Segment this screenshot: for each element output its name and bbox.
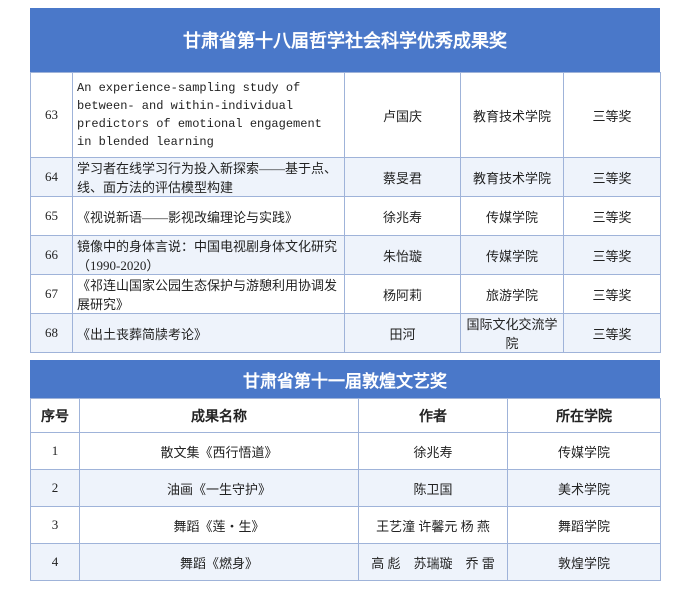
table-cell: 高 彪 苏瑞璇 乔 雷 <box>358 543 508 581</box>
table-cell: 三等奖 <box>563 157 661 197</box>
table-row: 1 散文集《西行悟道》 徐兆寿 传媒学院 <box>30 432 661 470</box>
table-cell: 3 <box>30 506 80 544</box>
column-header: 作者 <box>358 398 508 433</box>
table-cell: 68 <box>30 313 73 353</box>
table-cell: 《视说新语——影视改编理论与实践》 <box>72 196 345 236</box>
table-cell: 舞蹈《莲・生》 <box>79 506 359 544</box>
table-cell: 2 <box>30 469 80 507</box>
table-cell: 镜像中的身体言说：中国电视剧身体文化研究（1990-2020） <box>72 235 345 275</box>
table-cell: 67 <box>30 274 73 314</box>
table-row: 67 《祁连山国家公园生态保护与游憩利用协调发展研究》 杨阿莉 旅游学院 三等奖 <box>30 274 661 314</box>
table-cell: 学习者在线学习行为投入新探索——基于点、线、面方法的评估模型构建 <box>72 157 345 197</box>
table-cell: 国际文化交流学院 <box>460 313 564 353</box>
table-cell: An experience-sampling study of between-… <box>72 72 345 158</box>
table-cell: 杨阿莉 <box>344 274 461 314</box>
table-cell: 美术学院 <box>507 469 661 507</box>
award-table-1: 甘肃省第十八届哲学社会科学优秀成果奖 63 An experience-sampl… <box>30 8 661 353</box>
table-cell: 蔡旻君 <box>344 157 461 197</box>
table-cell: 66 <box>30 235 73 275</box>
table-cell: 教育技术学院 <box>460 72 564 158</box>
table-row: 3 舞蹈《莲・生》 王艺潼 许馨元 杨 燕舞蹈学院 <box>30 506 661 544</box>
table-cell: 65 <box>30 196 73 236</box>
table-cell: 三等奖 <box>563 72 661 158</box>
column-header: 成果名称 <box>79 398 359 433</box>
table-cell: 徐兆寿 <box>344 196 461 236</box>
table-cell: 三等奖 <box>563 235 661 275</box>
table-cell: 王艺潼 许馨元 杨 燕 <box>358 506 508 544</box>
table-cell: 田河 <box>344 313 461 353</box>
table-cell: 三等奖 <box>563 274 661 314</box>
table-cell: 敦煌学院 <box>507 543 661 581</box>
table-cell: 传媒学院 <box>460 196 564 236</box>
table-cell: 三等奖 <box>563 196 661 236</box>
table-cell: 舞蹈《燃身》 <box>79 543 359 581</box>
table-cell: 旅游学院 <box>460 274 564 314</box>
table-title: 甘肃省第十八届哲学社会科学优秀成果奖 <box>30 8 660 72</box>
table-row: 63 An experience-sampling study of betwee… <box>30 72 661 158</box>
table-cell: 《祁连山国家公园生态保护与游憩利用协调发展研究》 <box>72 274 345 314</box>
table-cell: 64 <box>30 157 73 197</box>
table-cell: 传媒学院 <box>460 235 564 275</box>
table-cell: 1 <box>30 432 80 470</box>
table-row: 66 镜像中的身体言说：中国电视剧身体文化研究（1990-2020） 朱怡璇 传媒学院… <box>30 235 661 275</box>
table: 序号 成果名称 作者 所在学院 1 散文集《西行悟道》 徐兆寿 传媒学院 2 油画《一生守护》陈… <box>30 398 661 581</box>
table-row: 65 《视说新语——影视改编理论与实践》 徐兆寿 传媒学院 三等奖 <box>30 196 661 236</box>
table-cell: 油画《一生守护》 <box>79 469 359 507</box>
table-row: 68 《出土丧葬简牍考论》 田河 国际文化交流学院 三等奖 <box>30 313 661 353</box>
table-cell: 教育技术学院 <box>460 157 564 197</box>
table-cell: 卢国庆 <box>344 72 461 158</box>
table-cell: 4 <box>30 543 80 581</box>
table-row: 4 舞蹈《燃身》高 彪 苏瑞璇 乔 雷敦煌学院 <box>30 543 661 581</box>
table-cell: 朱怡璇 <box>344 235 461 275</box>
table: 63 An experience-sampling study of betwee… <box>30 72 661 353</box>
column-header: 序号 <box>30 398 80 433</box>
table-cell: 舞蹈学院 <box>507 506 661 544</box>
table-cell: 《出土丧葬简牍考论》 <box>72 313 345 353</box>
table-row: 64 学习者在线学习行为投入新探索——基于点、线、面方法的评估模型构建 蔡旻君 教育技… <box>30 157 661 197</box>
table-cell: 传媒学院 <box>507 432 661 470</box>
award-table-2: 甘肃省第十一届敦煌文艺奖 序号 成果名称 作者 所在学院 1 散文集《西行悟道》 徐兆寿传… <box>30 360 661 581</box>
table-cell: 63 <box>30 72 73 158</box>
column-header: 所在学院 <box>507 398 661 433</box>
table-cell: 徐兆寿 <box>358 432 508 470</box>
table-cell: 陈卫国 <box>358 469 508 507</box>
table-title: 甘肃省第十一届敦煌文艺奖 <box>30 360 660 398</box>
table-cell: 散文集《西行悟道》 <box>79 432 359 470</box>
table-row: 2 油画《一生守护》 陈卫国 美术学院 <box>30 469 661 507</box>
table-cell: 三等奖 <box>563 313 661 353</box>
